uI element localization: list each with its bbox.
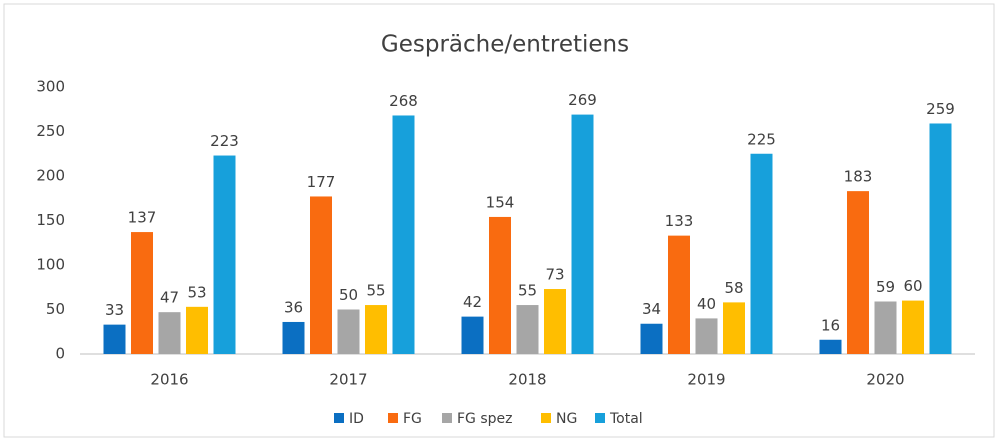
bar	[365, 305, 387, 354]
bar	[668, 235, 690, 354]
data-label: 42	[463, 293, 482, 311]
data-label: 58	[724, 279, 743, 297]
bar	[902, 300, 924, 354]
data-label: 59	[876, 278, 895, 296]
bar	[847, 191, 869, 354]
data-label: 137	[128, 209, 157, 227]
data-label: 40	[697, 295, 716, 313]
legend-label: FG	[403, 411, 422, 427]
bar	[571, 114, 594, 354]
x-tick-label: 2017	[329, 371, 367, 389]
bar	[186, 306, 208, 354]
legend-swatch	[541, 413, 551, 423]
data-label: 177	[307, 173, 336, 191]
bar	[461, 316, 484, 354]
bar	[640, 323, 663, 354]
bar	[750, 153, 773, 354]
legend-label: NG	[556, 411, 577, 427]
data-label: 36	[284, 298, 303, 316]
data-label: 53	[187, 283, 206, 301]
data-label: 268	[389, 92, 418, 110]
y-tick-label: 0	[55, 345, 65, 363]
y-tick-label: 150	[36, 211, 65, 229]
bar	[695, 318, 718, 354]
bar	[131, 232, 153, 354]
bar	[874, 301, 897, 354]
y-tick-label: 50	[46, 300, 65, 318]
data-label: 34	[642, 300, 661, 318]
data-label: 47	[160, 289, 179, 307]
bar	[282, 321, 305, 354]
chart-title: Gespräche/entretiens	[381, 32, 629, 58]
data-label: 223	[210, 132, 239, 150]
y-tick-label: 300	[36, 78, 65, 96]
data-label: 133	[665, 212, 694, 230]
data-label: 269	[568, 91, 597, 109]
data-label: 55	[518, 282, 537, 300]
legend-swatch	[595, 413, 605, 423]
legend-swatch	[442, 413, 452, 423]
bar	[213, 155, 236, 354]
x-tick-label: 2019	[687, 371, 725, 389]
x-tick-label: 2016	[150, 371, 188, 389]
x-tick-label: 2020	[866, 371, 904, 389]
data-label: 60	[903, 277, 922, 295]
data-label: 225	[747, 130, 776, 148]
bar	[819, 339, 842, 354]
bar	[392, 115, 415, 354]
data-label: 73	[545, 266, 564, 284]
bar	[103, 324, 126, 354]
data-label: 16	[821, 316, 840, 334]
legend-swatch	[334, 413, 344, 423]
data-label: 183	[844, 168, 873, 186]
legend-swatch	[388, 413, 398, 423]
y-tick-label: 100	[36, 256, 65, 274]
data-label: 154	[486, 193, 515, 211]
bar	[158, 312, 181, 354]
bar	[337, 309, 360, 354]
bar	[723, 302, 745, 354]
bar	[516, 305, 539, 354]
y-tick-label: 200	[36, 167, 65, 185]
x-tick-label: 2018	[508, 371, 546, 389]
legend-label: ID	[349, 411, 364, 427]
data-label: 33	[105, 301, 124, 319]
legend-label: FG spez	[457, 411, 513, 427]
bar	[310, 196, 332, 354]
y-tick-label: 250	[36, 122, 65, 140]
bar	[544, 289, 566, 354]
data-label: 55	[366, 282, 385, 300]
bar	[489, 216, 511, 354]
data-label: 259	[926, 100, 955, 118]
data-label: 50	[339, 286, 358, 304]
legend-label: Total	[609, 411, 643, 427]
bar	[929, 123, 952, 355]
